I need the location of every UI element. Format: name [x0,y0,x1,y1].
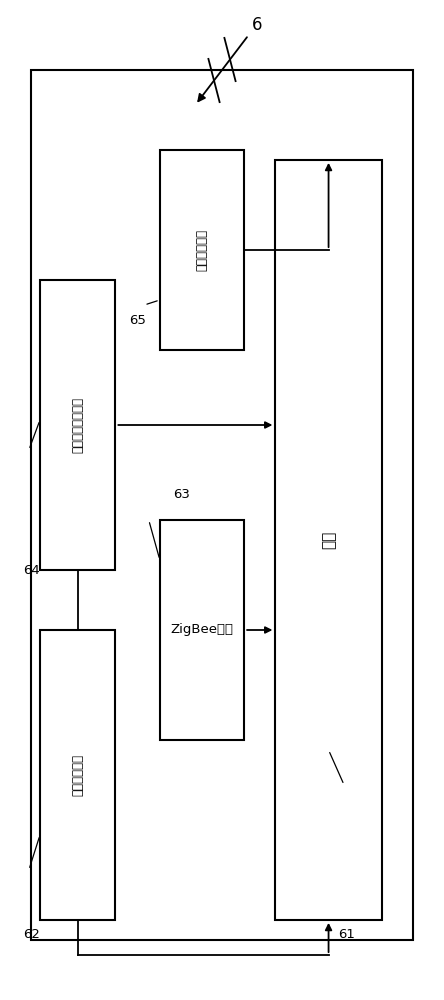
Bar [40,630,115,920]
Bar [160,520,244,740]
Bar [275,160,382,920]
Text: 信号输出模块: 信号输出模块 [195,229,209,271]
Bar [40,280,115,570]
Text: ZigBee模块: ZigBee模块 [170,624,234,637]
Text: 信号模量校对模块: 信号模量校对模块 [71,397,84,453]
Text: 信号接收模块: 信号接收模块 [71,754,84,796]
Text: 6: 6 [252,16,263,34]
Text: 62: 62 [23,928,40,942]
Text: 主板: 主板 [321,531,336,549]
Bar [31,70,413,940]
Text: 61: 61 [338,928,355,942]
Text: 63: 63 [174,488,190,502]
Text: 65: 65 [129,314,146,326]
Text: 64: 64 [23,564,40,576]
Bar [160,150,244,350]
